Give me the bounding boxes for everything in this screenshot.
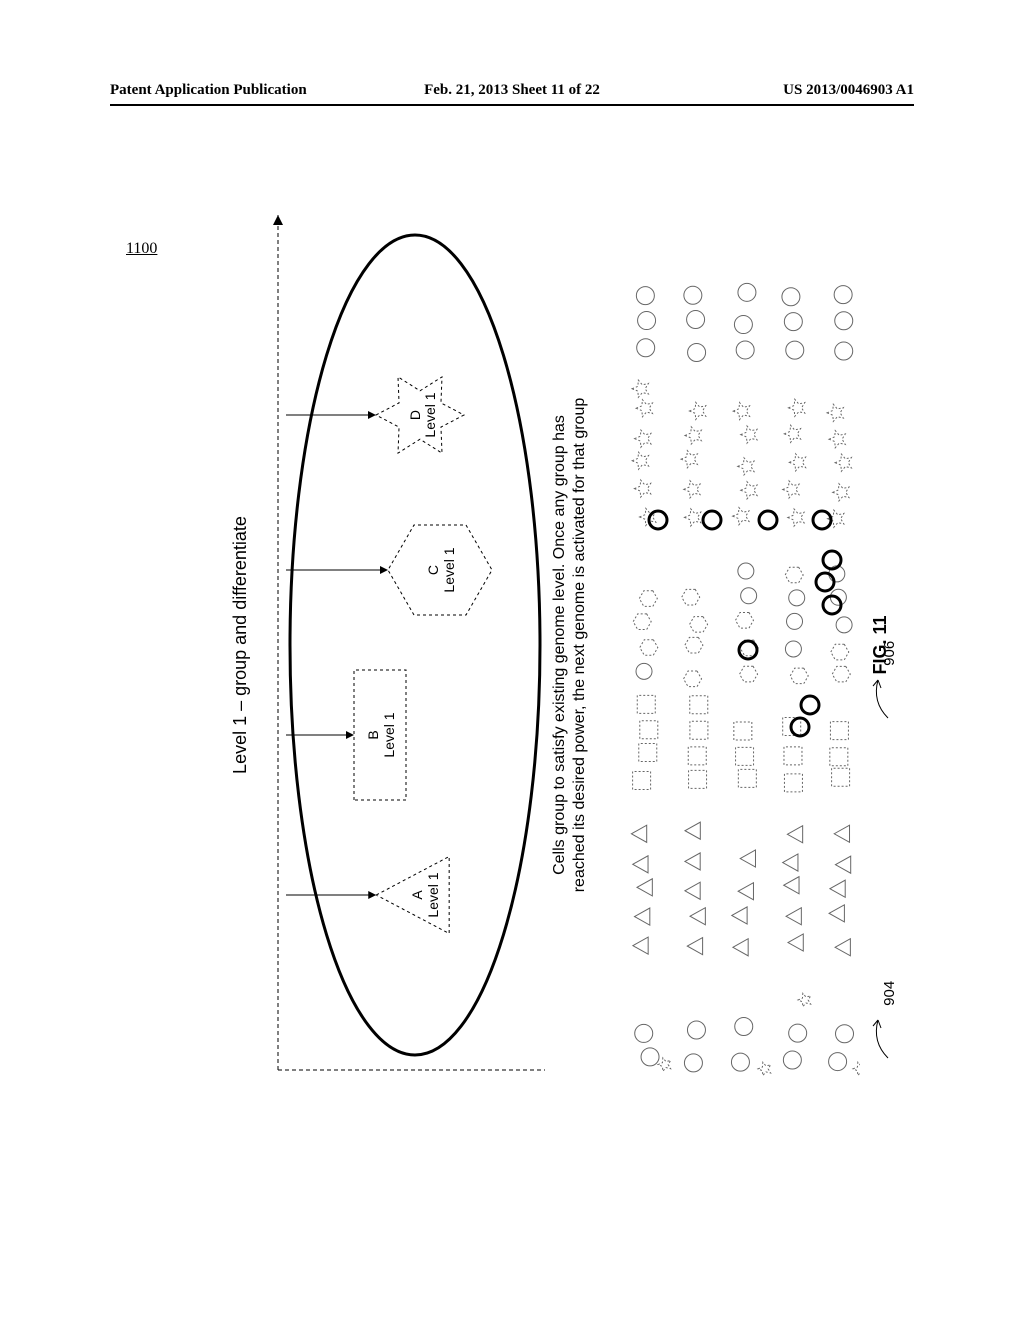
- svg-text:Level 1: Level 1: [425, 872, 441, 917]
- header-rule: [110, 104, 914, 106]
- page-header: Patent Application Publication Feb. 21, …: [110, 82, 914, 99]
- svg-text:Level 1: Level 1: [381, 712, 397, 757]
- svg-text:B: B: [365, 730, 381, 739]
- figure-inner: Level 1 – group and differentiate ALevel…: [230, 210, 900, 1080]
- figure-caption: Cells group to satisfy existing genome l…: [550, 210, 590, 1080]
- figure-title: Level 1 – group and differentiate: [230, 516, 251, 774]
- svg-text:Level 1: Level 1: [441, 547, 457, 592]
- ref-arrow-icon: [870, 670, 894, 720]
- ref-904: 904: [870, 981, 898, 1060]
- figure-label: FIG. 11: [870, 615, 891, 674]
- cell-field: [600, 210, 865, 1080]
- figure-rotated-container: Level 1 – group and differentiate ALevel…: [130, 310, 1000, 980]
- ref-arrow-icon: [870, 1010, 894, 1060]
- svg-text:C: C: [425, 565, 441, 575]
- caption-line-1: Cells group to satisfy existing genome l…: [551, 415, 568, 875]
- header-center: Feb. 21, 2013 Sheet 11 of 22: [424, 82, 600, 99]
- header-left: Patent Application Publication: [110, 82, 307, 99]
- header-right: US 2013/0046903 A1: [783, 82, 914, 99]
- figure-ref-number: 1100: [126, 240, 157, 258]
- svg-text:A: A: [409, 890, 425, 900]
- ref-904-label: 904: [881, 981, 898, 1006]
- svg-text:Level 1: Level 1: [422, 392, 438, 437]
- caption-line-2: reached its desired power, the next geno…: [571, 398, 588, 893]
- svg-text:D: D: [407, 410, 423, 420]
- ellipse-diagram: ALevel 1BLevel 1CLevel 1DLevel 1: [260, 210, 555, 1080]
